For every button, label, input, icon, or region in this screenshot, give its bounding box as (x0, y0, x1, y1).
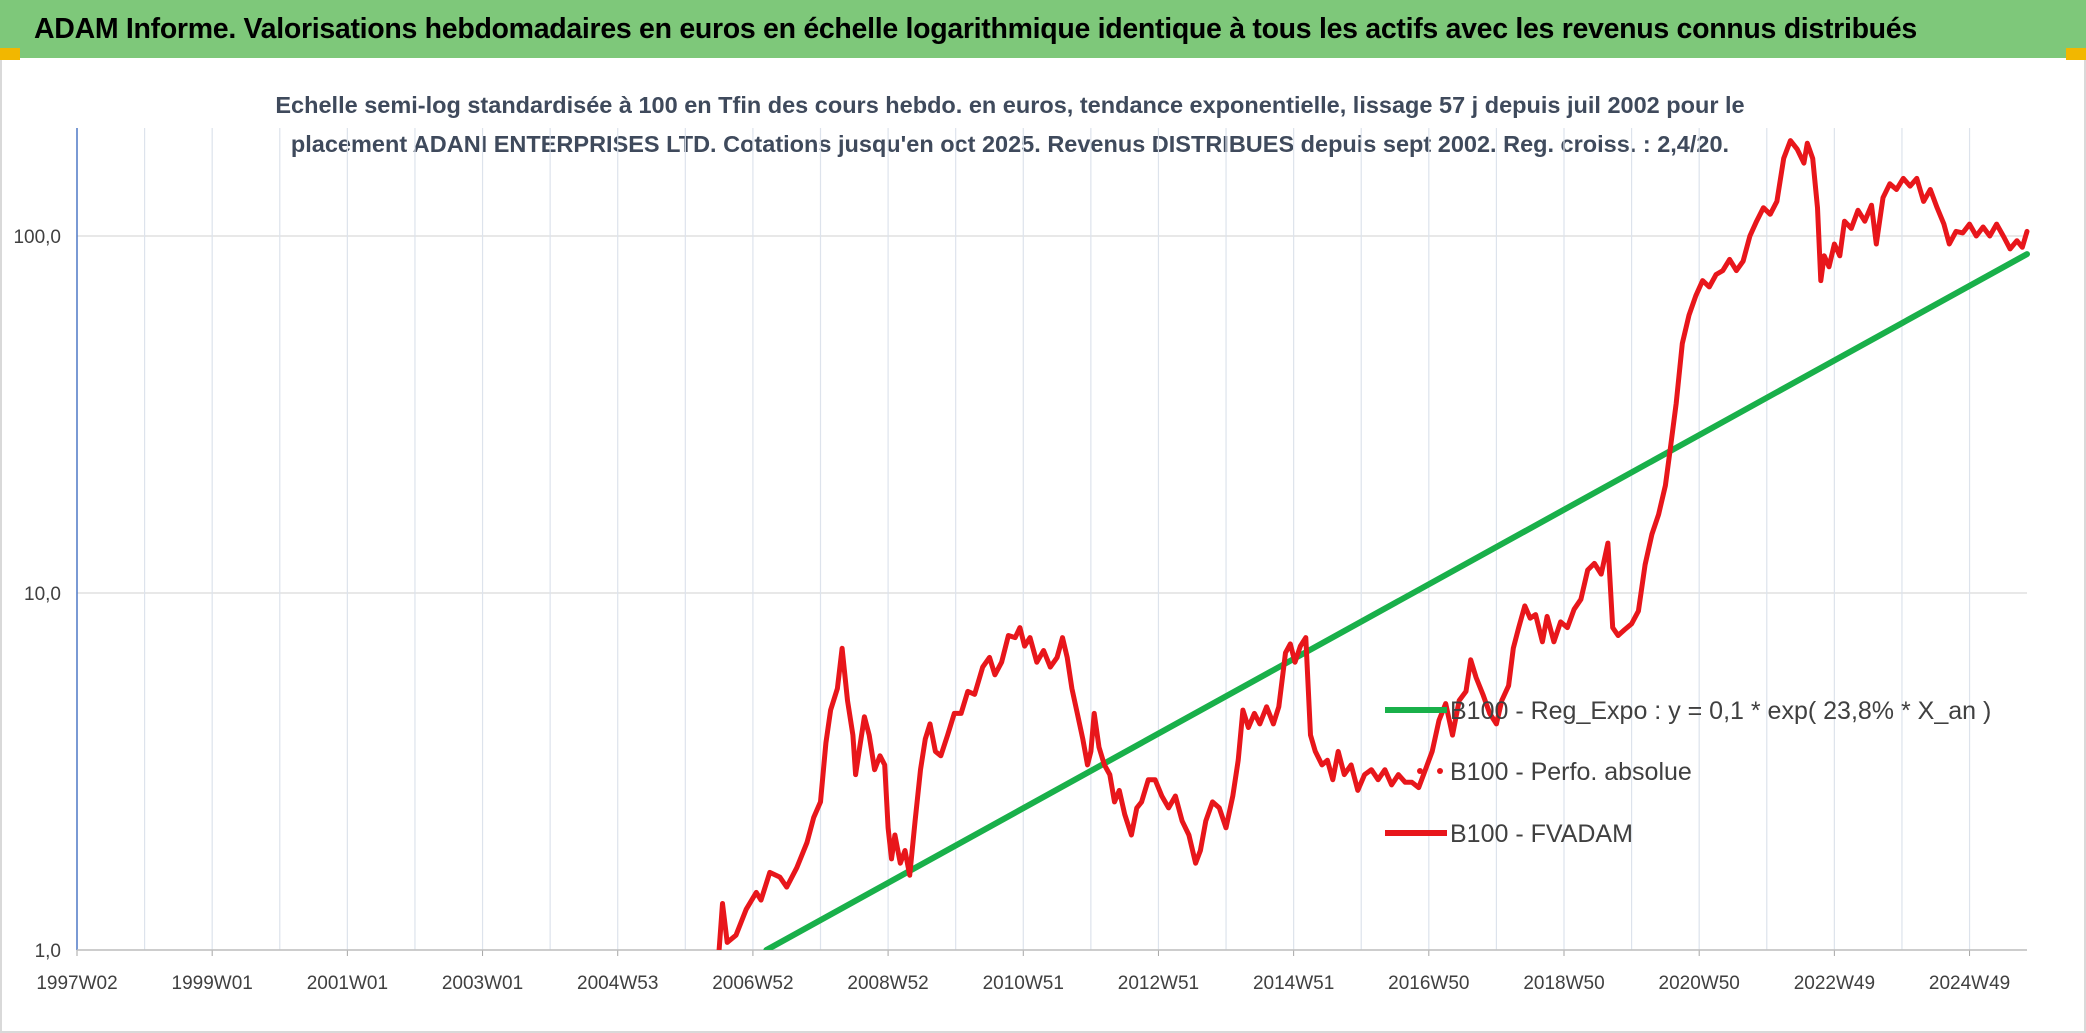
x-tick-label: 2018W50 (1523, 973, 1604, 994)
x-tick-label: 2020W50 (1659, 973, 1740, 994)
y-tick-label: 100,0 (13, 227, 61, 248)
series-layer (716, 138, 2030, 950)
legend-label: B100 - FVADAM (1450, 820, 1633, 848)
chart-frame (0, 60, 2086, 1033)
y-tick-label: 10,0 (24, 584, 61, 605)
x-tick-label: 2024W49 (1929, 973, 2010, 994)
x-tick-label: 2012W51 (1118, 973, 1199, 994)
chart-subtitle-line-2: placement ADANI ENTERPRISES LTD. Cotatio… (290, 131, 1730, 157)
chart-subtitle-line-1: Echelle semi-log standardisée à 100 en T… (275, 92, 1745, 118)
legend-swatch-dot (1417, 768, 1423, 774)
grid-layer (76, 128, 2027, 951)
corner-marker-right (2066, 48, 2086, 60)
y-tick-label: 1,0 (35, 941, 61, 962)
x-tick-label: 2022W49 (1794, 973, 1875, 994)
x-tick-label: 1997W02 (36, 973, 117, 994)
x-tick-label: 2014W51 (1253, 973, 1334, 994)
x-tick-label: 2010W51 (983, 973, 1064, 994)
series-line-regression (763, 251, 2030, 950)
x-tick-label: 1999W01 (172, 973, 253, 994)
x-tick-label: 2006W52 (712, 973, 793, 994)
x-tick-label: 2008W52 (847, 973, 928, 994)
axes-layer: 1,0 10,0 100,0 1997W02 1999W01 2001W01 2003W01… (13, 128, 2027, 994)
legend-label: B100 - Perfo. absolue (1450, 758, 1692, 786)
legend: B100 - Reg_Expo : y = 0,1 * exp( 23,8% *… (1385, 697, 1991, 848)
chart-subtitle: Echelle semi-log standardisée à 100 en T… (230, 86, 1790, 164)
x-tick-label: 2004W53 (577, 973, 658, 994)
series-line-fvadam (716, 138, 2030, 950)
corner-marker-left (0, 48, 20, 60)
report-title: ADAM Informe. Valorisations hebdomadaire… (34, 12, 1917, 45)
x-tick-label: 2001W01 (307, 973, 388, 994)
legend-swatch-dot (1437, 768, 1443, 774)
x-tick-label: 2003W01 (442, 973, 523, 994)
legend-label: B100 - Reg_Expo : y = 0,1 * exp( 23,8% *… (1450, 697, 1991, 725)
report-header: ADAM Informe. Valorisations hebdomadaire… (0, 0, 2086, 58)
x-tick-label: 2016W50 (1388, 973, 1469, 994)
